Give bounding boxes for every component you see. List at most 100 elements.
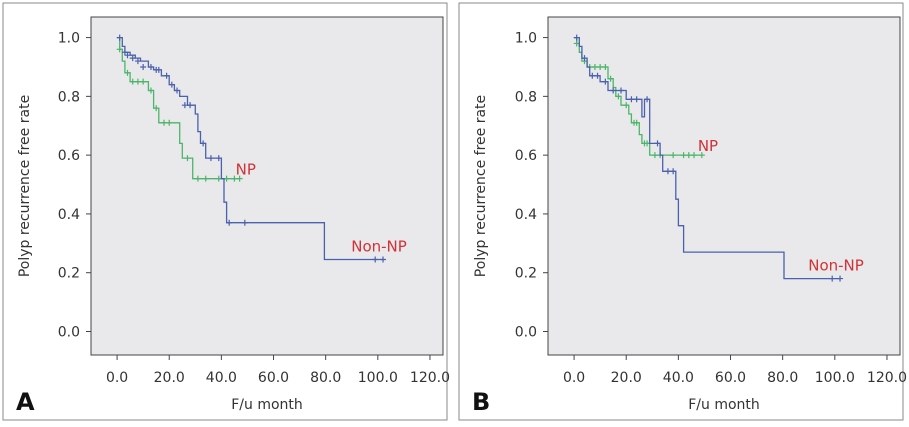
chart0-series-non-np-censor-1 <box>121 49 128 56</box>
chart1-xtick-label-4: 80.0 <box>767 370 798 386</box>
chart0-series-non-np-censor-16 <box>215 155 222 162</box>
chart0-series-np-censor-4 <box>140 78 147 85</box>
chart0-series-np-censor-11 <box>202 175 209 182</box>
chart1-plot-area <box>547 16 901 356</box>
chart1-label-np: NP <box>698 137 718 155</box>
chart0-xtick-label-6: 120.0 <box>410 370 450 386</box>
chart0-series-non-np-censor-5 <box>140 63 147 70</box>
chart1-series-np-censor-6 <box>607 75 614 82</box>
chart0-series-non-np-censor-3 <box>129 55 136 62</box>
chart0-xtick-label-1: 20.0 <box>154 370 185 386</box>
chart1-series-non-np-censor-11 <box>664 168 671 175</box>
chart0-label-non-np: Non-NP <box>351 237 407 255</box>
chart1-series-non-np-censor-0 <box>573 34 580 41</box>
chart1-ytick-label-2: 0.4 <box>515 207 537 223</box>
chart0-series-non-np-censor-10 <box>168 81 175 88</box>
chart1-series-non-np-line <box>574 36 840 280</box>
chart1-ytick-label-3: 0.6 <box>515 148 537 164</box>
chart1-ytick-label-1: 0.2 <box>515 266 537 282</box>
chart0-series-np-censor-14 <box>231 175 238 182</box>
chart0-series-np-censor-8 <box>166 119 173 126</box>
chart0-ytick-label-3: 0.6 <box>58 148 80 164</box>
chart1-series-non-np-censor-4 <box>602 78 609 85</box>
chart1-series-np-censor-16 <box>680 152 687 159</box>
chart1-series-non-np-censor-5 <box>610 87 617 94</box>
chart1-series-non-np-censor-8 <box>633 96 640 103</box>
chart0-series-np-censor-1 <box>124 69 131 76</box>
chart0-series-np-censor-15 <box>236 175 243 182</box>
chart1-series-non-np-censor-2 <box>589 72 596 79</box>
chart1-series-non-np-censor-6 <box>618 87 625 94</box>
chart1-series-np-censor-7 <box>615 93 622 100</box>
chart0-series-non-np-censor-15 <box>207 155 214 162</box>
chart1-series-np-censor-18 <box>691 152 698 159</box>
chart1-panel: 0.0 0.2 0.4 0.6 0.8 1.0 0.0 20.0 40.0 60.0 80.0 100… <box>458 2 907 421</box>
chart0-series-non-np-censor-2 <box>124 52 131 59</box>
chart0-series-np-censor-2 <box>129 78 136 85</box>
chart0-series-non-np-censor-14 <box>200 140 207 147</box>
chart0-ytick-label-1: 0.2 <box>58 266 80 282</box>
chart0-series-non-np-censor-17 <box>226 219 233 226</box>
chart0-ytick-label-2: 0.4 <box>58 207 80 223</box>
chart0-label-np: NP <box>236 161 256 179</box>
chart1-series-np-censor-17 <box>685 152 692 159</box>
chart0-ytick-label-0: 0.0 <box>58 324 80 340</box>
chart1-series-non-np-censor-12 <box>670 168 677 175</box>
chart1-series-non-np-censor-1 <box>581 55 588 62</box>
chart0-series-np-censor-6 <box>153 105 160 112</box>
chart1-label-non-np: Non-NP <box>808 257 864 275</box>
chart0-ytick-label-5: 1.0 <box>58 31 80 47</box>
chart0-series-non-np-censor-4 <box>134 58 141 65</box>
chart1-series-non-np-censor-7 <box>628 96 635 103</box>
chart1-series-np-censor-4 <box>597 63 604 70</box>
chart1-xtick-label-3: 60.0 <box>715 370 746 386</box>
chart0-series-non-np-censor-13 <box>187 102 194 109</box>
chart0-series-non-np-censor-0 <box>116 34 123 41</box>
chart1-xtick-label-5: 100.0 <box>815 370 855 386</box>
chart1-series-np-censor-15 <box>670 152 677 159</box>
chart0-series-non-np-censor-11 <box>174 87 181 94</box>
chart1-series-non-np-censor-3 <box>594 72 601 79</box>
chart1-series-non-np-censor-14 <box>837 275 844 282</box>
chart1-ytick-label-4: 0.8 <box>515 89 537 105</box>
chart0-xtick-label-4: 80.0 <box>310 370 341 386</box>
chart0-series-non-np-censor-6 <box>147 63 154 70</box>
chart1-series-np-censor-8 <box>623 102 630 109</box>
chart0-series-np-censor-5 <box>147 87 154 94</box>
chart0-ylabel: Polyp recurrence free rate <box>17 95 33 277</box>
chart0-series-np-censor-0 <box>116 46 123 53</box>
chart0-series-non-np-censor-12 <box>181 102 188 109</box>
chart0-series-np-censor-7 <box>161 119 168 126</box>
chart1-series-np-censor-10 <box>633 119 640 126</box>
chart1-xtick-label-1: 20.0 <box>611 370 642 386</box>
chart1-series-non-np-censor-13 <box>829 275 836 282</box>
chart1-xtick-label-0: 0.0 <box>563 370 585 386</box>
chart0-panel-label: A <box>16 388 35 416</box>
chart0-xlabel: F/u month <box>231 397 303 413</box>
chart0-series-non-np-censor-8 <box>155 66 162 73</box>
chart0-panel: 0.0 0.2 0.4 0.6 0.8 1.0 0.0 20.0 40.0 60.0 80.0 100… <box>2 2 450 421</box>
chart0-plot-area <box>90 16 444 356</box>
chart1-series-np-line <box>574 36 702 156</box>
chart0-series-np-censor-9 <box>184 155 191 162</box>
chart0-series-np-censor-10 <box>194 175 201 182</box>
chart0-series-non-np-censor-19 <box>372 256 379 263</box>
chart1-series-non-np-censor-9 <box>644 96 651 103</box>
chart0-xtick-label-0: 0.0 <box>106 370 128 386</box>
chart1-series-np-censor-3 <box>591 63 598 70</box>
chart1-series-non-np-censor-10 <box>654 140 661 147</box>
chart1-xtick-label-2: 40.0 <box>663 370 694 386</box>
chart1-series-np-censor-5 <box>602 63 609 70</box>
chart1-ylabel: Polyp recurrence free rate <box>473 95 489 277</box>
chart0-series-non-np-censor-20 <box>380 256 387 263</box>
chart0-xtick-label-2: 40.0 <box>206 370 237 386</box>
chart0-series-np-censor-3 <box>134 78 141 85</box>
chart0-series-non-np-censor-18 <box>241 219 248 226</box>
chart0-xtick-label-5: 100.0 <box>358 370 398 386</box>
chart0-series-non-np-censor-9 <box>163 72 170 79</box>
chart1-ytick-label-5: 1.0 <box>515 31 537 47</box>
chart1-ytick-label-0: 0.0 <box>515 324 537 340</box>
chart1-panel-label: B <box>472 388 490 416</box>
chart0-ytick-label-4: 0.8 <box>58 89 80 105</box>
